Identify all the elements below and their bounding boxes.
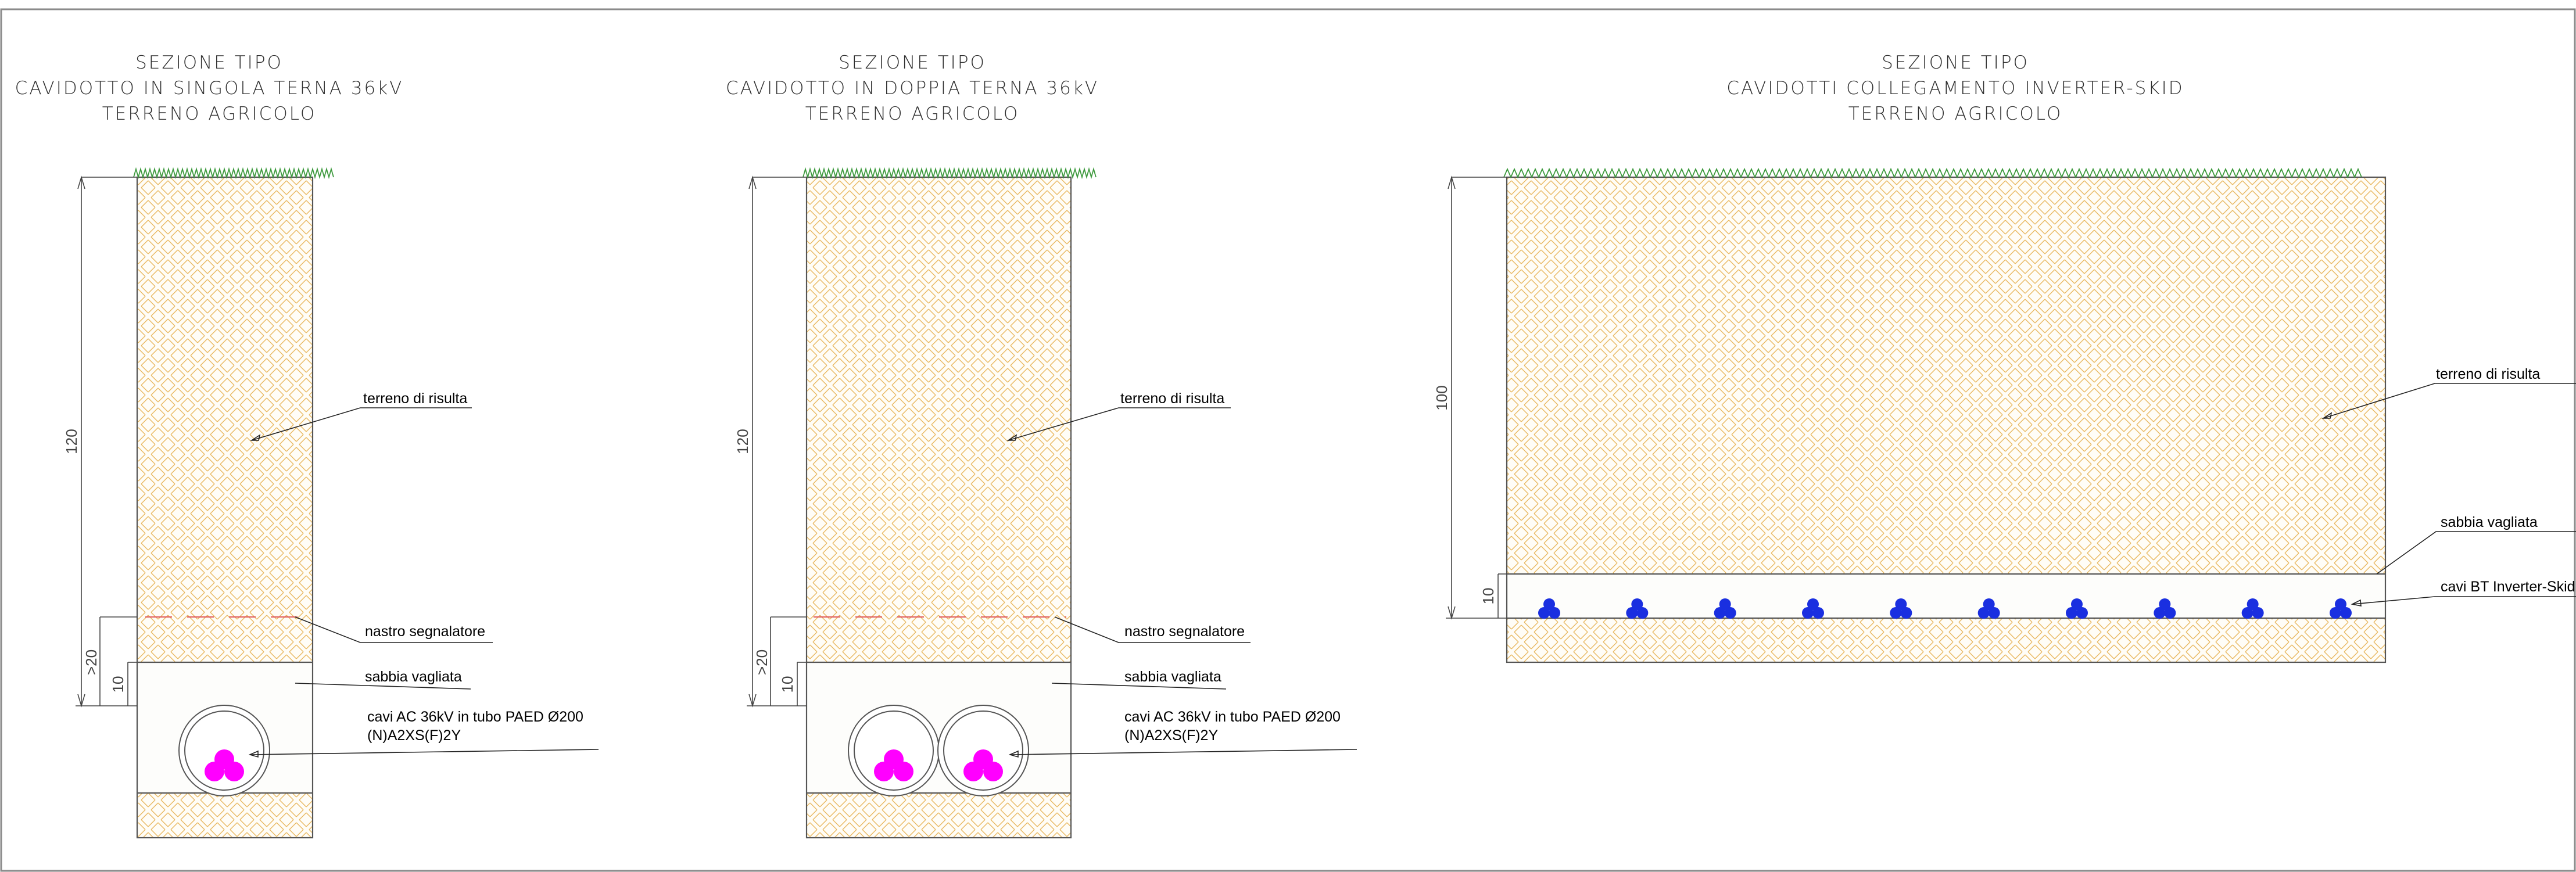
label-sand: sabbia vagliata — [1124, 669, 1221, 685]
lv-cable-groups — [1538, 598, 2352, 619]
trench-outline — [805, 176, 1072, 839]
section-title-line2: CAVIDOTTO IN DOPPIA TERNA 36kV — [726, 78, 1099, 99]
cable-trefoil — [2330, 598, 2352, 619]
cable-trefoil — [1538, 598, 1560, 619]
section-title-line1: SEZIONE TIPO — [135, 52, 283, 73]
cable-trefoil — [874, 749, 913, 781]
bottom-soil-layer — [137, 793, 313, 838]
label-cable-spec: cavi AC 36kV in tubo PAED Ø200 — [367, 709, 583, 725]
trench-outline — [1506, 176, 2387, 663]
label-backfill: terreno di risulta — [2436, 366, 2540, 382]
cable-trefoil — [205, 749, 244, 781]
label-cable-type: (N)A2XS(F)2Y — [367, 727, 461, 744]
grass-surface — [802, 167, 1097, 180]
dimension-sand-over: >20 — [83, 649, 100, 675]
dimension-depth: 120 — [63, 429, 80, 454]
label-sand: sabbia vagliata — [365, 669, 462, 685]
drawing-frame — [0, 8, 2576, 872]
cable-trefoil — [1890, 598, 1912, 619]
sand-layer — [807, 662, 1071, 793]
section-title-line3: TERRENO AGRICOLO — [102, 103, 317, 124]
section-title-line1: SEZIONE TIPO — [839, 52, 986, 73]
dimension-depth: 100 — [1433, 385, 1450, 410]
label-cables: cavi BT Inverter-Skid — [2441, 579, 2575, 595]
trench-outline — [136, 176, 314, 839]
label-backfill: terreno di risulta — [363, 390, 467, 407]
dimension-sand-over: >20 — [753, 649, 771, 675]
bottom-soil-layer — [1507, 618, 2385, 662]
sand-layer — [1507, 574, 2385, 618]
backfill-soil-layer — [1507, 177, 2385, 574]
label-tape: nastro segnalatore — [365, 623, 485, 640]
bottom-soil-layer — [807, 793, 1071, 838]
dimension-bedding: 10 — [109, 676, 127, 693]
dimension-bedding: 10 — [1479, 588, 1497, 605]
section-single-circuit: SEZIONE TIPO CAVIDOTTO IN SINGOLA TERNA … — [15, 52, 599, 839]
section-double-circuit: SEZIONE TIPO CAVIDOTTO IN DOPPIA TERNA 3… — [726, 52, 1357, 839]
cable-trefoil — [2154, 598, 2176, 619]
label-backfill: terreno di risulta — [1120, 390, 1224, 407]
section-title-line3: TERRENO AGRICOLO — [1848, 103, 2063, 124]
grass-surface — [1503, 167, 2362, 179]
section-title-line1: SEZIONE TIPO — [1882, 52, 2029, 73]
cable-trefoil — [2241, 598, 2264, 619]
label-sand: sabbia vagliata — [2441, 514, 2538, 530]
backfill-soil-layer — [807, 177, 1071, 662]
cable-trefoil — [2066, 598, 2088, 619]
section-title-line2: CAVIDOTTO IN SINGOLA TERNA 36kV — [15, 78, 404, 99]
section-title-line3: TERRENO AGRICOLO — [805, 103, 1020, 124]
backfill-soil-layer — [137, 177, 313, 662]
section-inverter-skid: SEZIONE TIPO CAVIDOTTI COLLEGAMENTO INVE… — [1433, 52, 2576, 663]
cable-trefoil — [1714, 598, 1736, 619]
cable-trefoil — [1626, 598, 1649, 619]
label-cable-type: (N)A2XS(F)2Y — [1124, 727, 1218, 744]
cable-trefoil — [1977, 598, 2000, 619]
cable-trefoil — [1802, 598, 1824, 619]
label-cable-spec: cavi AC 36kV in tubo PAED Ø200 — [1124, 709, 1341, 725]
label-tape: nastro segnalatore — [1124, 623, 1245, 640]
dimension-bedding: 10 — [779, 676, 796, 693]
dimension-depth: 120 — [734, 429, 751, 454]
section-title-line2: CAVIDOTTI COLLEGAMENTO INVERTER-SKID — [1726, 78, 2184, 99]
grass-surface — [133, 167, 334, 180]
cable-trefoil — [963, 749, 1003, 781]
